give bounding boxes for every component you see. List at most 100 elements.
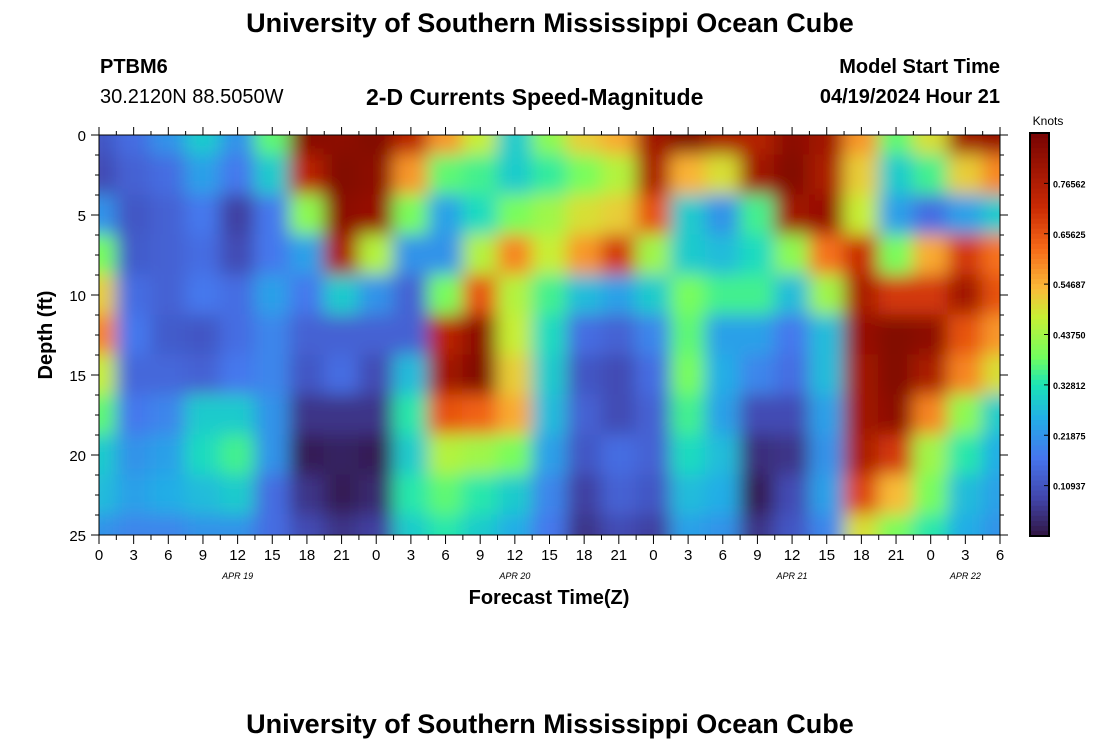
colorbar-swatch — [1030, 465, 1049, 472]
colorbar-swatch — [1030, 193, 1049, 200]
heatmap-cell — [393, 394, 429, 436]
heatmap-cell — [566, 434, 602, 476]
colorbar-swatch — [1030, 228, 1049, 235]
heatmap-cell — [704, 314, 741, 356]
heatmap-cell — [115, 194, 152, 236]
heatmap-cell — [704, 154, 741, 196]
heatmap-cell — [808, 434, 845, 476]
heatmap-cell — [635, 514, 672, 535]
heatmap-cell — [358, 234, 395, 276]
heatmap-cell — [704, 274, 741, 316]
colorbar-swatch — [1030, 525, 1049, 532]
heatmap-cell — [393, 194, 429, 236]
heatmap-cell — [99, 514, 117, 535]
heatmap-cell — [843, 234, 880, 276]
colorbar-swatch — [1030, 460, 1049, 467]
heatmap-cell — [289, 194, 325, 236]
x-tick-label: 0 — [927, 547, 935, 564]
heatmap-cell — [704, 234, 741, 276]
heatmap-cell — [323, 194, 360, 236]
x-tick-label: 9 — [199, 547, 207, 564]
heatmap-cell — [323, 314, 360, 356]
heatmap-cell — [982, 154, 1000, 196]
colorbar-swatch — [1030, 359, 1049, 366]
heatmap-cell — [497, 394, 533, 436]
date-label: APR 22 — [949, 571, 981, 581]
heatmap-cell — [289, 274, 325, 316]
colorbar-swatch — [1030, 394, 1049, 401]
heatmap-cell — [566, 354, 602, 396]
x-tick-label: 18 — [853, 547, 870, 564]
heatmap-cell — [99, 354, 117, 396]
colorbar-swatch — [1030, 143, 1049, 149]
x-tick-label: 21 — [333, 547, 350, 564]
colorbar-swatch — [1030, 364, 1049, 371]
heatmap-cell — [531, 274, 568, 316]
colorbar-swatch — [1030, 435, 1049, 441]
heatmap-cell — [878, 135, 914, 156]
colorbar-swatch — [1030, 334, 1049, 341]
colorbar-swatch — [1030, 208, 1049, 215]
heatmap-cell — [497, 135, 533, 156]
colorbar-swatch — [1030, 279, 1049, 285]
heatmap-cell — [982, 474, 1000, 516]
colorbar-swatch — [1030, 198, 1049, 205]
heatmap-cell — [704, 394, 741, 436]
heatmap-cell — [670, 314, 706, 356]
heatmap-cell — [878, 314, 914, 356]
heatmap-cell — [774, 314, 810, 356]
heatmap-cell — [531, 474, 568, 516]
heatmap-cell — [99, 394, 117, 436]
heatmap-cell — [808, 154, 845, 196]
heatmap-cell — [358, 135, 395, 156]
heatmap-cell — [878, 474, 914, 516]
colorbar-swatch — [1030, 379, 1049, 386]
x-tick-label: 0 — [649, 547, 657, 564]
colorbar-swatch — [1030, 480, 1049, 487]
heatmap-cell — [150, 234, 187, 276]
heatmap-cell — [393, 154, 429, 196]
heatmap-layer — [99, 135, 1000, 535]
x-tick-label: 6 — [719, 547, 727, 564]
heatmap-cell — [219, 135, 256, 156]
heatmap-cell — [99, 434, 117, 476]
heatmap-cell — [185, 194, 221, 236]
y-tick-label: 5 — [78, 208, 86, 225]
heatmap-cell — [219, 434, 256, 476]
colorbar-swatch — [1030, 213, 1049, 220]
heatmap-cell — [635, 314, 672, 356]
heatmap-cell — [600, 314, 637, 356]
heatmap-cell — [670, 514, 706, 535]
colorbar-tick-label: 0.43750 — [1053, 331, 1086, 341]
heatmap-cell — [254, 135, 291, 156]
heatmap-cell — [462, 514, 499, 535]
heatmap-cell — [808, 194, 845, 236]
page-title: University of Southern Mississippi Ocean… — [246, 8, 854, 38]
heatmap-cell — [774, 194, 810, 236]
heatmap-cell — [115, 274, 152, 316]
colorbar-tick-label: 0.76562 — [1053, 179, 1086, 189]
heatmap-cell — [635, 354, 672, 396]
heatmap-cell — [185, 154, 221, 196]
heatmap-cell — [739, 234, 776, 276]
heatmap-cell — [531, 314, 568, 356]
heatmap-cell — [531, 514, 568, 535]
heatmap-cell — [427, 514, 464, 535]
heatmap-cell — [531, 135, 568, 156]
heatmap-cell — [947, 474, 984, 516]
heatmap-cell — [739, 514, 776, 535]
heatmap-cell — [774, 274, 810, 316]
heatmap-cell — [323, 474, 360, 516]
x-tick-label: 6 — [441, 547, 449, 564]
heatmap-cell — [774, 394, 810, 436]
heatmap-cell — [289, 314, 325, 356]
heatmap-cell — [774, 135, 810, 156]
heatmap-cell — [531, 354, 568, 396]
heatmap-cell — [670, 274, 706, 316]
heatmap-cell — [808, 314, 845, 356]
colorbar-swatch — [1030, 415, 1049, 421]
heatmap-cell — [843, 274, 880, 316]
heatmap-cell — [531, 234, 568, 276]
heatmap-cell — [358, 394, 395, 436]
heatmap-cell — [219, 274, 256, 316]
